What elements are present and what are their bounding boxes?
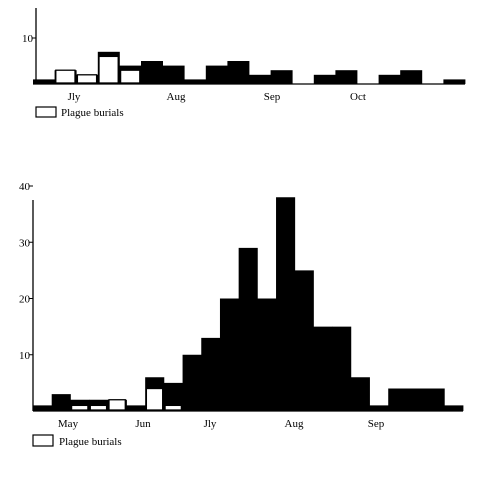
bar-total-week-19: [369, 405, 389, 412]
bar-total-week-14: [276, 197, 296, 411]
x-month-label-aug: Aug: [167, 91, 186, 103]
bar-plague-week-3: [76, 74, 98, 84]
bar-total-week-18: [400, 70, 423, 84]
bar-total-week-20: [443, 79, 466, 84]
y-tick-label-10: 10: [22, 33, 34, 45]
legend-label-plague-burials: Plague burials: [61, 107, 124, 119]
bar-total-week-6: [141, 61, 163, 84]
top-histogram: 10 Jly Aug Sep Oct Plague burials: [22, 8, 466, 119]
bar-total-week-12: [238, 247, 258, 412]
x-month-label-oct: Oct: [350, 91, 366, 103]
bar-total-week-8: [163, 382, 183, 412]
bar-plague-week-5: [119, 69, 141, 84]
bar-plague-week-7: [145, 387, 164, 411]
x-month-label-sep: Sep: [264, 91, 281, 103]
bar-plague-week-3: [70, 404, 89, 411]
bar-plague-week-4: [98, 55, 119, 84]
x-month-label-jly: Jly: [204, 418, 217, 430]
x-month-label-aug: Aug: [285, 418, 304, 430]
y-tick-label-30: 30: [19, 237, 31, 249]
bar-plague-week-4: [89, 404, 108, 411]
legend-label-plague-burials: Plague burials: [59, 436, 122, 448]
bar-total-week-12: [270, 70, 293, 84]
bar-total-week-14: [313, 74, 336, 84]
y-tick-label-10: 10: [19, 350, 31, 362]
y-tick-label-20: 20: [19, 294, 31, 306]
legend-swatch-plague-burials: [32, 434, 54, 447]
legend: Plague burials: [32, 434, 122, 448]
bar-total-week-23: [444, 405, 464, 412]
x-month-label-jly: Jly: [68, 91, 81, 103]
bar-total-week-22: [425, 388, 445, 411]
bar-total-week-13: [257, 298, 277, 411]
bar-total-week-1: [33, 79, 55, 84]
bar-total-week-11: [219, 298, 240, 411]
y-tick-label-40: 40: [19, 181, 31, 193]
legend-swatch-plague-burials: [35, 106, 57, 118]
bar-plague-week-2: [55, 69, 76, 84]
bar-total-week-16: [313, 326, 333, 412]
bar-total-week-9: [205, 65, 228, 84]
bar-total-week-21: [406, 388, 427, 411]
bar-total-week-15: [294, 270, 314, 412]
bar-total-week-10: [201, 337, 221, 412]
bar-total-week-2: [51, 394, 71, 412]
bar-total-week-17: [332, 326, 352, 412]
bar-total-week-15: [335, 70, 358, 84]
bar-plague-week-8: [164, 404, 183, 411]
x-month-label-sep: Sep: [368, 418, 385, 430]
legend: Plague burials: [35, 106, 124, 119]
bar-total-week-9: [182, 354, 202, 411]
x-month-label-may: May: [58, 418, 79, 430]
x-month-label-jun: Jun: [135, 418, 151, 430]
bar-plague-week-5: [108, 399, 126, 411]
bar-total-week-6: [126, 405, 146, 412]
bar-total-week-8: [184, 79, 207, 84]
bar-total-week-1: [33, 405, 53, 412]
bar-total-week-20: [388, 388, 408, 411]
bar-total-week-18: [350, 377, 370, 411]
bottom-histogram: 10 20 30 40 May Jun Jly Aug Sep Plague burials: [19, 181, 464, 448]
bar-total-week-11: [249, 74, 271, 84]
bar-total-week-17: [378, 74, 401, 84]
bar-total-week-7: [162, 65, 185, 84]
bar-total-week-10: [227, 61, 250, 84]
